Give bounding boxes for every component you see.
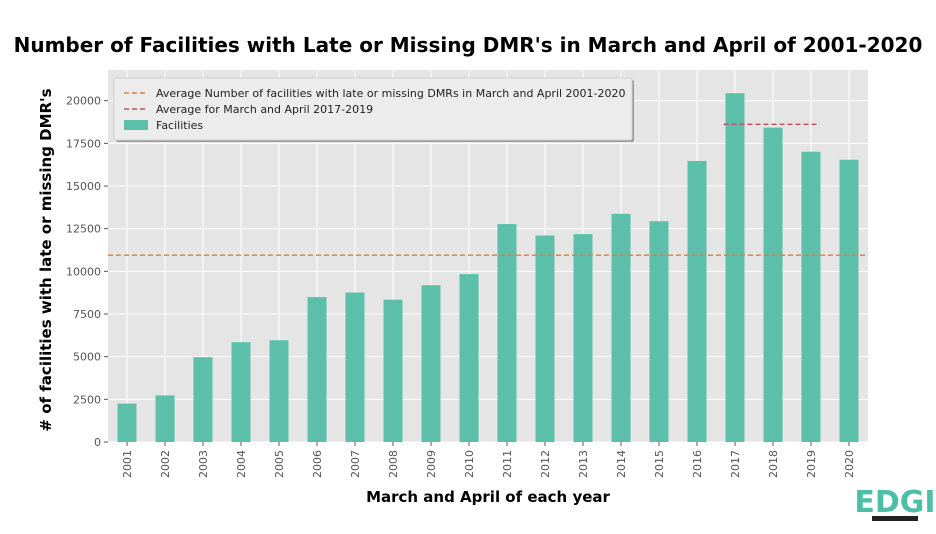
bar-2007 <box>345 292 365 442</box>
x-tick-label: 2019 <box>805 450 818 478</box>
y-tick-label: 17500 <box>66 137 101 150</box>
bar-2008 <box>383 299 403 442</box>
y-tick-label: 12500 <box>66 223 101 236</box>
chart-title: Number of Facilities with Late or Missin… <box>14 33 923 57</box>
x-tick-label: 2018 <box>767 450 780 478</box>
bar-2004 <box>231 342 251 442</box>
x-axis-ticks: 2001 2002 2003 2004 2005 2006 2007 2008 2009 2010… <box>121 442 856 478</box>
x-axis-title: March and April of each year <box>366 488 610 506</box>
reference-lines <box>108 123 868 256</box>
bar-2016 <box>687 160 707 442</box>
bar-2010 <box>459 274 479 442</box>
bars <box>117 93 859 442</box>
x-tick-label: 2010 <box>463 450 476 478</box>
legend: Average Number of facilities with late o… <box>113 77 634 142</box>
y-tick-label: 15000 <box>66 180 101 193</box>
bar-2005 <box>269 340 289 442</box>
x-tick-label: 2020 <box>843 450 856 478</box>
x-tick-label: 2015 <box>653 450 666 478</box>
bar-2013 <box>573 234 593 442</box>
y-tick-label: 10000 <box>66 265 101 278</box>
y-tick-label: 0 <box>94 436 101 449</box>
x-tick-label: 2006 <box>311 450 324 478</box>
bar-2011 <box>497 224 517 442</box>
x-tick-label: 2011 <box>501 450 514 478</box>
bar-2020 <box>839 159 859 442</box>
x-tick-label: 2013 <box>577 450 590 478</box>
legend-label: Facilities <box>156 119 203 132</box>
legend-swatch-bar <box>124 120 148 130</box>
y-tick-label: 7500 <box>73 308 101 321</box>
y-axis-ticks: 0 2500 5000 7500 10000 12500 15000 17500 20000 <box>66 95 108 449</box>
y-axis-title: # of facilities with late or missing DMR… <box>37 88 55 431</box>
x-tick-label: 2004 <box>235 450 248 478</box>
x-tick-label: 2003 <box>197 450 210 478</box>
x-tick-label: 2007 <box>349 450 362 478</box>
x-tick-label: 2001 <box>121 450 134 478</box>
legend-label: Average Number of facilities with late o… <box>156 87 626 100</box>
bar-2009 <box>421 285 441 442</box>
legend-label: Average for March and April 2017-2019 <box>156 103 373 116</box>
x-tick-label: 2005 <box>273 450 286 478</box>
logo-underline <box>872 516 918 521</box>
y-tick-label: 2500 <box>73 393 101 406</box>
bar-2018 <box>763 127 783 442</box>
y-tick-label: 5000 <box>73 351 101 364</box>
x-tick-label: 2016 <box>691 450 704 478</box>
edgi-logo-text: EDGI <box>854 485 935 520</box>
edgi-logo: EDGI <box>854 485 936 521</box>
bar-2015 <box>649 221 669 442</box>
bar-2001 <box>117 403 137 442</box>
bar-2002 <box>155 395 175 442</box>
bar-2017 <box>725 93 745 442</box>
x-tick-label: 2014 <box>615 450 628 478</box>
bar-2014 <box>611 213 631 442</box>
x-tick-label: 2008 <box>387 450 400 478</box>
y-tick-label: 20000 <box>66 95 101 108</box>
x-tick-label: 2017 <box>729 450 742 478</box>
bar-2019 <box>801 151 821 442</box>
bar-2003 <box>193 357 213 442</box>
x-tick-label: 2009 <box>425 450 438 478</box>
x-tick-label: 2002 <box>159 450 172 478</box>
x-tick-label: 2012 <box>539 450 552 478</box>
bar-2012 <box>535 235 555 442</box>
bar-2006 <box>307 297 327 442</box>
legend-box <box>113 77 633 141</box>
